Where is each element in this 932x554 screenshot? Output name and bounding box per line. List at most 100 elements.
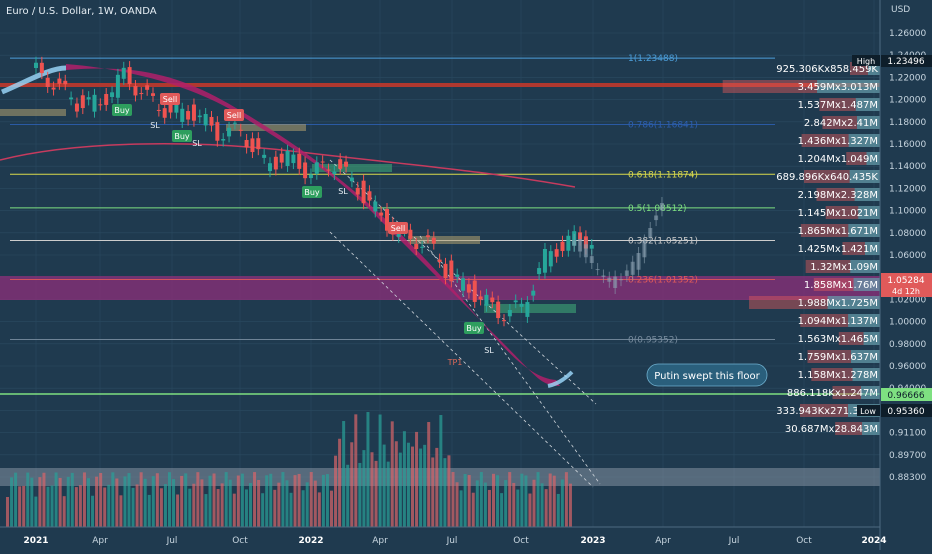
- candle-body: [221, 139, 226, 141]
- projection-body: [624, 270, 629, 276]
- candle-body: [560, 241, 565, 252]
- volume-bar: [556, 493, 560, 527]
- volume-bar: [163, 484, 167, 527]
- fib-label: 0.618(1.11874): [628, 170, 698, 180]
- candle-body: [449, 260, 454, 282]
- time-tick-label: Apr: [372, 536, 388, 546]
- volume-bar: [119, 495, 123, 527]
- volume-bar: [427, 422, 431, 527]
- time-tick-label: 2022: [298, 536, 323, 546]
- candle-body: [291, 154, 296, 164]
- volume-bar: [192, 483, 196, 527]
- high-badge: High 1.23496: [852, 55, 932, 67]
- candle-body: [162, 108, 167, 118]
- fib-label: 0.786(1.16841): [628, 121, 698, 131]
- vp-label: 1.204Mx1.049M: [798, 154, 878, 165]
- candle-body: [174, 104, 179, 113]
- vp-bar: [813, 278, 880, 291]
- vp-bar: [819, 98, 880, 111]
- candle-body: [385, 209, 389, 231]
- signal-sell-label: Sell: [391, 224, 405, 233]
- price-tick-label: 1.08000: [889, 229, 926, 239]
- candle-body: [490, 297, 495, 303]
- volume-bar: [564, 472, 568, 527]
- candle-body: [69, 97, 74, 100]
- vp-bar-overlay: [848, 314, 880, 327]
- vp-label: 2.198Mx2.328M: [798, 190, 878, 201]
- volume-bar: [536, 472, 540, 527]
- marker-value: 0.96666: [887, 391, 924, 401]
- candle-body: [542, 249, 547, 273]
- candle-body: [437, 259, 442, 262]
- time-tick-label: Jul: [728, 536, 740, 546]
- candle-body: [180, 108, 185, 122]
- vp-label: 1.094Mx1.137M: [798, 316, 878, 327]
- volume-bar: [431, 457, 435, 527]
- vp-label: 30.687Mx28.843M: [785, 424, 878, 435]
- volume-bar: [155, 473, 159, 527]
- vp-bar: [832, 386, 880, 399]
- high-label: High: [857, 57, 875, 66]
- volume-bar: [297, 473, 301, 527]
- signal-buy-bg: [302, 186, 322, 198]
- annotation-bubble[interactable]: Putin swept this floor: [646, 363, 768, 387]
- signal-buy-label: Buy: [174, 132, 190, 141]
- vp-label: 886.118Kx1.247M: [787, 388, 878, 399]
- candle-body: [268, 163, 272, 172]
- time-tick-label: 2023: [580, 536, 605, 546]
- signal-buy-bg: [464, 322, 484, 334]
- zone-box: [0, 109, 66, 116]
- volume-bar: [131, 487, 135, 527]
- projection-body: [589, 256, 594, 263]
- volume-bar: [66, 476, 70, 527]
- volume-bar: [265, 475, 269, 527]
- price-tick-label: 0.96000: [889, 362, 926, 372]
- candle-body: [273, 156, 278, 170]
- volume-bar: [313, 480, 317, 527]
- volume-bar: [224, 472, 228, 527]
- volume-bar: [6, 497, 9, 527]
- low-badge: Low 0.95360: [857, 404, 932, 417]
- volume-bar: [435, 447, 439, 527]
- volume-bar: [151, 476, 155, 527]
- volume-bar: [411, 446, 414, 527]
- volume-bar: [390, 421, 394, 527]
- projection-body: [607, 277, 612, 282]
- vp-bar-overlay: [848, 224, 880, 237]
- projection-body: [601, 275, 606, 277]
- candle-body: [320, 161, 325, 163]
- volume-bar: [58, 477, 62, 527]
- candle-body: [525, 302, 530, 317]
- candle-body: [86, 97, 91, 100]
- candle-body: [420, 246, 425, 248]
- vp-bar: [838, 332, 880, 345]
- channel-line: [329, 231, 594, 488]
- currency-label: USD: [891, 5, 910, 15]
- candle-body: [326, 169, 331, 171]
- signal-sl-label: SL: [192, 139, 202, 148]
- zone-box: [312, 164, 392, 172]
- price-tick-label: 1.14000: [889, 162, 926, 172]
- vp-bar: [807, 350, 880, 363]
- volume-bar: [358, 462, 362, 527]
- vp-label: 1.145Mx1.021M: [798, 208, 878, 219]
- candle-body: [502, 320, 506, 322]
- candle-body: [496, 301, 501, 319]
- volume-bar: [330, 490, 333, 527]
- projection-body: [636, 253, 641, 270]
- volume-bar: [479, 472, 483, 527]
- volume-bar: [253, 472, 257, 527]
- vp-label: 1.865Mx1.671M: [798, 226, 878, 237]
- volume-bar: [269, 473, 273, 527]
- projection-body: [619, 279, 623, 281]
- candle-body: [232, 122, 237, 124]
- volume-bar: [475, 480, 479, 527]
- volume-bar: [467, 475, 471, 527]
- candle-body: [227, 127, 232, 137]
- volume-bar: [471, 492, 475, 527]
- volume-bar: [552, 475, 556, 527]
- price-tick-label: 1.02000: [889, 295, 926, 305]
- volume-bar: [139, 472, 143, 527]
